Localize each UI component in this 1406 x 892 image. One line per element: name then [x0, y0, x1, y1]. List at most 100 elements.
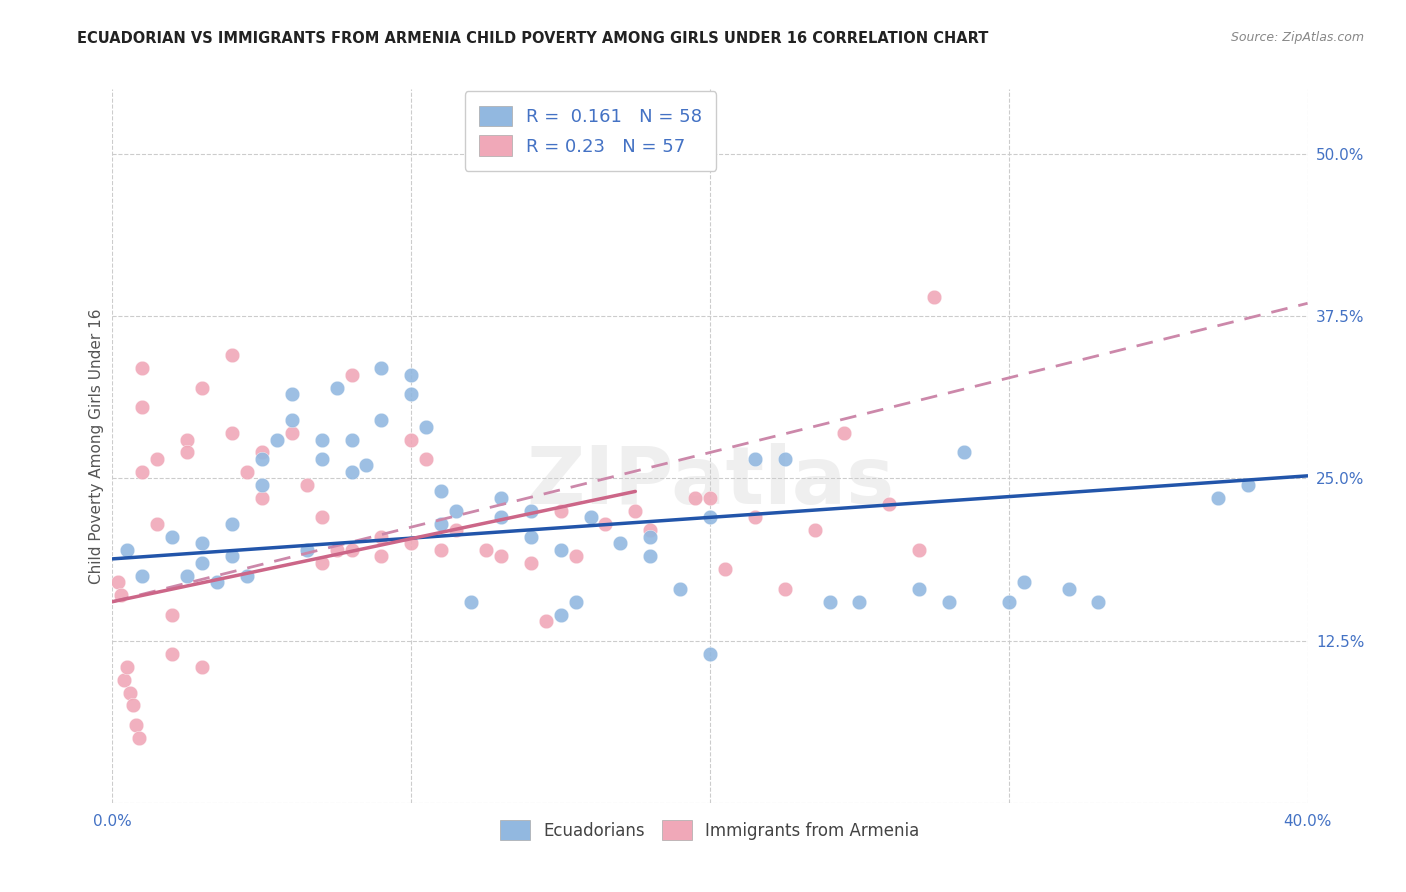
Point — [520, 504, 543, 518]
Point — [489, 491, 512, 505]
Point — [699, 647, 721, 661]
Point — [125, 718, 148, 732]
Point — [295, 478, 318, 492]
Point — [107, 575, 129, 590]
Point — [1057, 582, 1080, 596]
Point — [489, 510, 512, 524]
Point — [370, 549, 392, 564]
Point — [430, 542, 453, 557]
Point — [998, 595, 1021, 609]
Point — [146, 452, 169, 467]
Point — [640, 524, 662, 538]
Point — [250, 452, 273, 467]
Point — [176, 445, 198, 459]
Point — [564, 549, 586, 564]
Point — [609, 536, 631, 550]
Point — [430, 516, 453, 531]
Text: Source: ZipAtlas.com: Source: ZipAtlas.com — [1230, 31, 1364, 45]
Point — [430, 484, 453, 499]
Text: ZIPatlas: ZIPatlas — [526, 442, 894, 521]
Point — [520, 530, 543, 544]
Point — [550, 542, 572, 557]
Point — [340, 465, 363, 479]
Point — [773, 582, 796, 596]
Point — [834, 425, 856, 440]
Point — [236, 465, 259, 479]
Point — [250, 478, 273, 492]
Point — [370, 361, 392, 376]
Point — [401, 433, 423, 447]
Point — [953, 445, 976, 459]
Point — [879, 497, 901, 511]
Point — [803, 524, 825, 538]
Point — [848, 595, 870, 609]
Point — [131, 568, 153, 582]
Point — [564, 595, 586, 609]
Point — [340, 368, 363, 382]
Point — [669, 582, 692, 596]
Point — [191, 381, 214, 395]
Point — [266, 433, 288, 447]
Point — [122, 698, 145, 713]
Point — [221, 425, 243, 440]
Point — [114, 673, 135, 687]
Point — [624, 504, 647, 518]
Point — [444, 504, 467, 518]
Point — [162, 530, 183, 544]
Point — [460, 595, 482, 609]
Point — [221, 549, 243, 564]
Point — [938, 595, 960, 609]
Point — [370, 413, 392, 427]
Point — [340, 433, 363, 447]
Point — [191, 536, 214, 550]
Point — [325, 542, 347, 557]
Point — [128, 731, 150, 745]
Point — [475, 542, 498, 557]
Point — [131, 465, 153, 479]
Point — [176, 433, 198, 447]
Point — [922, 290, 945, 304]
Point — [683, 491, 706, 505]
Point — [401, 368, 423, 382]
Point — [250, 445, 273, 459]
Point — [579, 510, 602, 524]
Point — [176, 568, 198, 582]
Point — [356, 458, 378, 473]
Point — [236, 568, 259, 582]
Point — [1087, 595, 1109, 609]
Point — [295, 542, 318, 557]
Point — [520, 556, 543, 570]
Point — [714, 562, 737, 576]
Point — [117, 659, 139, 673]
Point — [415, 419, 437, 434]
Point — [640, 549, 662, 564]
Point — [401, 536, 423, 550]
Point — [534, 614, 557, 628]
Point — [640, 530, 662, 544]
Point — [311, 556, 333, 570]
Point — [773, 452, 796, 467]
Point — [908, 542, 931, 557]
Point — [415, 452, 437, 467]
Point — [908, 582, 931, 596]
Point — [744, 452, 766, 467]
Point — [401, 387, 423, 401]
Point — [311, 452, 333, 467]
Point — [131, 400, 153, 414]
Point — [550, 504, 572, 518]
Point — [311, 510, 333, 524]
Point — [221, 516, 243, 531]
Point — [281, 387, 304, 401]
Point — [281, 413, 304, 427]
Point — [550, 607, 572, 622]
Point — [699, 510, 721, 524]
Point — [1237, 478, 1260, 492]
Point — [325, 381, 347, 395]
Point — [489, 549, 512, 564]
Point — [595, 516, 617, 531]
Point — [370, 530, 392, 544]
Point — [191, 556, 214, 570]
Point — [1206, 491, 1229, 505]
Point — [131, 361, 153, 376]
Point — [110, 588, 132, 602]
